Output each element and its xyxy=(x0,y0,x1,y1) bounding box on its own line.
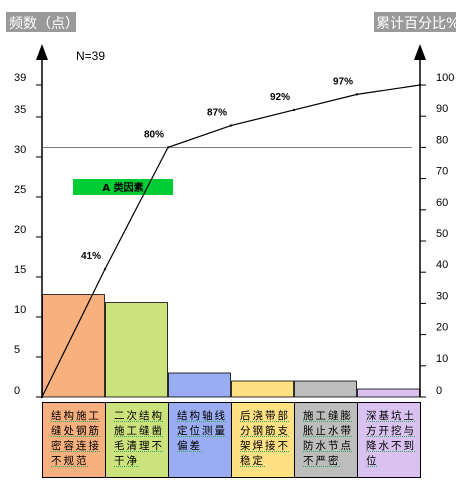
right-tick-label: 60 xyxy=(436,197,448,209)
cumulative-label-2: 80% xyxy=(144,129,164,140)
bar-5 xyxy=(294,380,357,398)
category-cell-2: 二次结构施工缝凿毛清理不干净 xyxy=(105,402,169,478)
category-label: 后浇带部分钢筋支架焊接不稳定 xyxy=(240,410,290,467)
cumulative-label-3: 87% xyxy=(207,108,227,119)
right-axis-title: 累计百分比% xyxy=(376,16,459,32)
category-cell-5: 施工缝膨胀止水带防水节点不严密 xyxy=(294,402,358,478)
left-tick-label: 10 xyxy=(14,304,26,316)
right-tick-label: 70 xyxy=(436,166,448,178)
right-tick-label: 40 xyxy=(436,259,448,271)
cumulative-label-5: 97% xyxy=(333,76,353,87)
right-tick-label: 90 xyxy=(436,103,448,115)
cumulative-label-4: 92% xyxy=(270,92,290,103)
right-tick-label: 20 xyxy=(436,322,448,334)
left-axis-arrow xyxy=(36,44,48,60)
left-tick-label: 0 xyxy=(14,385,20,397)
cumulative-point-6 xyxy=(418,83,422,87)
right-tick-label: 0 xyxy=(436,385,442,397)
cumulative-point-5 xyxy=(355,93,359,96)
cumulative-point-3 xyxy=(229,124,233,127)
cumulative-line-group xyxy=(40,83,422,399)
bar-4 xyxy=(231,380,294,398)
category-label: 二次结构施工缝凿毛清理不干净 xyxy=(114,410,164,467)
category-cell-4: 后浇带部分钢筋支架焊接不稳定 xyxy=(231,402,295,478)
bar-2 xyxy=(105,302,168,398)
category-label: 结构施工缝处钢筋密容连接不规范 xyxy=(51,410,101,467)
cumulative-point-1 xyxy=(103,267,107,271)
left-tick-label: 5 xyxy=(14,344,20,356)
right-tick-label: 50 xyxy=(436,228,448,240)
a-class-annotation: A 类因素 xyxy=(102,181,143,194)
category-cell-6: 深基坑土方开挖与降水不到位 xyxy=(357,402,421,478)
cumulative-point-2 xyxy=(166,146,170,149)
cumulative-point-0 xyxy=(40,395,44,399)
right-axis: 0 10 20 30 40 50 60 70 80 90 100 xyxy=(414,44,454,398)
left-tick-label: 39 xyxy=(14,72,26,84)
left-tick-label: 15 xyxy=(14,264,26,276)
cumulative-labels-group: 41% 80% 87% 92% 97% xyxy=(81,76,353,262)
bar-1 xyxy=(42,294,105,398)
left-axis: 0 5 10 15 20 25 30 35 39 xyxy=(14,44,48,398)
bar-6 xyxy=(357,388,420,398)
cumulative-point-4 xyxy=(292,108,296,112)
a-class-annotation-box xyxy=(73,179,173,195)
category-label: 深基坑土方开挖与降水不到位 xyxy=(366,410,416,467)
right-axis-title-box xyxy=(374,12,456,32)
left-axis-title: 频数（点） xyxy=(9,16,79,32)
left-tick-label: 30 xyxy=(14,144,26,156)
category-table: 结构施工缝处钢筋密容连接不规范 二次结构施工缝凿毛清理不干净 结构轴线定位测量偏差后… xyxy=(40,402,421,478)
cumulative-label-1: 41% xyxy=(81,251,101,262)
right-tick-label: 100 xyxy=(436,72,454,84)
category-label: 施工缝膨胀止水带防水节点不严密 xyxy=(303,410,353,467)
bar-3 xyxy=(168,372,231,398)
left-axis-title-box xyxy=(6,12,76,32)
left-tick-label: 35 xyxy=(14,104,26,116)
category-label: 结构轴线定位测量偏差 xyxy=(177,410,227,452)
right-tick-label: 80 xyxy=(436,134,448,146)
right-tick-label: 10 xyxy=(436,353,448,365)
right-axis-arrow xyxy=(414,44,426,60)
right-tick-label: 30 xyxy=(436,290,448,302)
sample-size-label: N=39 xyxy=(76,49,105,63)
left-tick-label: 25 xyxy=(14,184,26,196)
category-cell-3: 结构轴线定位测量偏差 xyxy=(168,402,232,478)
left-tick-label: 20 xyxy=(14,224,26,236)
category-cell-1: 结构施工缝处钢筋密容连接不规范 xyxy=(42,402,106,478)
bars-group xyxy=(42,294,420,398)
